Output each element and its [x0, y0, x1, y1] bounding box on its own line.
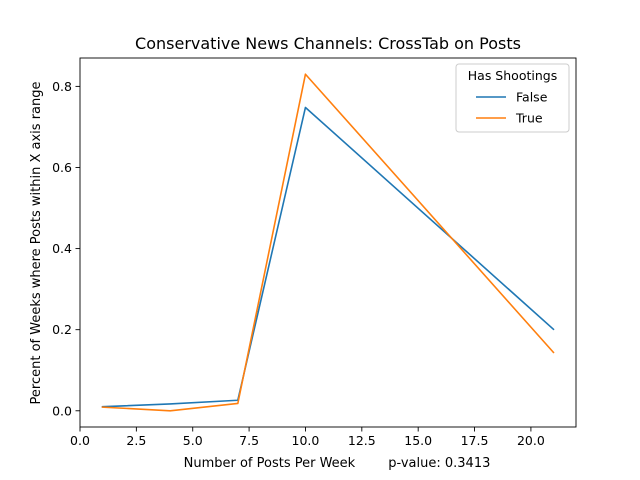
x-axis-label: Number of Posts Per Week p-value: 0.3413 [184, 456, 491, 471]
y-axis-label: Percent of Weeks where Posts within X ax… [29, 82, 44, 405]
x-tick-label: 17.5 [461, 433, 489, 448]
x-tick-label: 10.0 [292, 433, 320, 448]
y-tick-label: 0.0 [52, 403, 72, 418]
axes-frame [79, 57, 577, 428]
x-tick-label: 0.0 [70, 433, 90, 448]
x-tick-label: 2.5 [126, 433, 146, 448]
legend-label-false: False [516, 90, 548, 105]
y-tick-label: 0.8 [52, 79, 72, 94]
y-tick-label: 0.4 [52, 241, 72, 256]
x-tick-label: 5.0 [183, 433, 203, 448]
y-tick-label: 0.6 [52, 160, 72, 175]
chart-title: Conservative News Channels: CrossTab on … [135, 34, 521, 53]
series-line-true [101, 73, 555, 412]
y-tick-label: 0.2 [52, 322, 72, 337]
legend-title: Has Shootings [468, 68, 557, 83]
x-tick-label: 12.5 [348, 433, 376, 448]
x-tick-label: 15.0 [404, 433, 432, 448]
legend: Has Shootings False True [455, 63, 570, 133]
legend-box [455, 63, 570, 133]
x-tick-label: 20.0 [517, 433, 545, 448]
x-tick-label: 7.5 [239, 433, 259, 448]
plot-area: 0.0 2.5 5.0 7.5 10.0 12.5 15.0 17.5 20.0 0.0 0.2 0.… [52, 57, 577, 448]
legend-label-true: True [515, 111, 543, 126]
